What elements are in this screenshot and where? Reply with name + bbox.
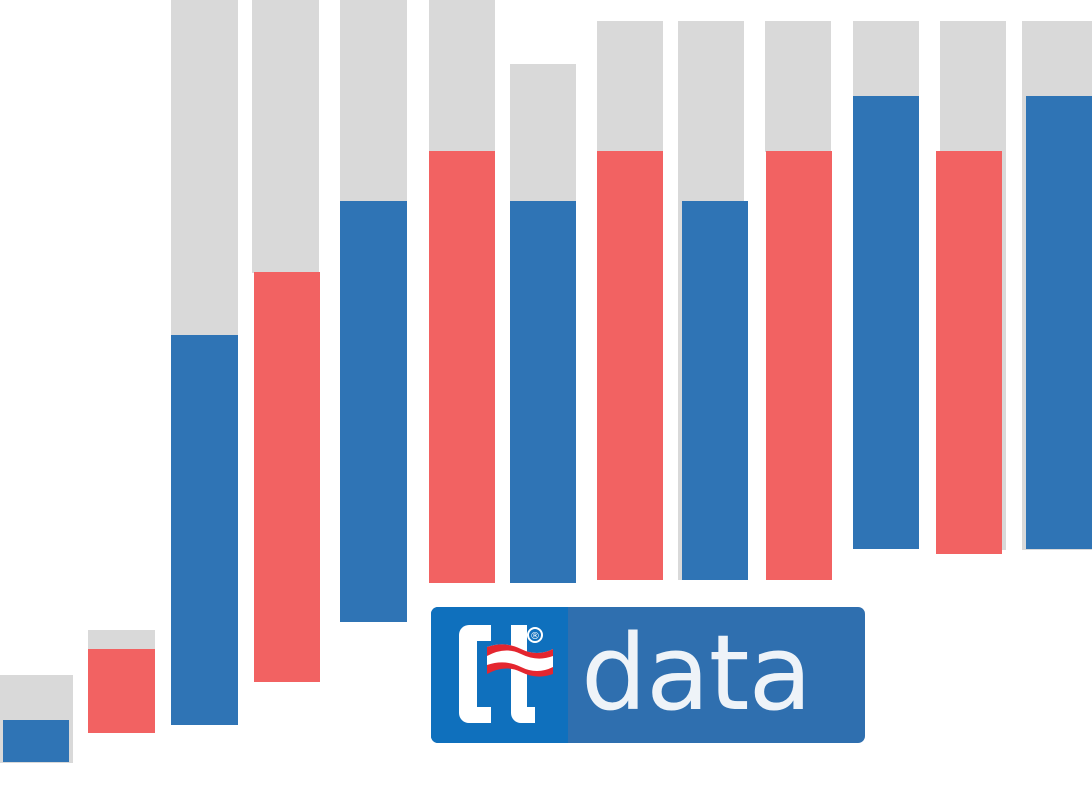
bar-background <box>510 64 576 202</box>
bar-blue <box>682 201 748 580</box>
bar-red <box>766 151 832 580</box>
bar-red <box>88 649 155 733</box>
bar-red <box>597 151 663 580</box>
bar-red <box>254 272 320 682</box>
bar-blue <box>510 201 576 583</box>
bar-background <box>765 21 831 152</box>
bar-blue <box>1026 96 1092 549</box>
bar-background <box>429 0 495 152</box>
bar-red <box>936 151 1002 554</box>
bar-red <box>429 151 495 583</box>
ct-flag-icon: ® <box>459 625 553 723</box>
bar-blue <box>3 720 69 762</box>
ct-flag-logo-mark: ® <box>431 607 568 743</box>
bar-background <box>252 0 319 273</box>
bar-background <box>340 0 407 202</box>
bar-blue <box>340 201 407 622</box>
bar-background <box>597 21 663 152</box>
bar-background <box>88 630 155 650</box>
registered-mark: ® <box>530 631 540 642</box>
bar-blue <box>853 96 919 549</box>
logo-wordmark: data <box>581 612 812 734</box>
ctdata-logo: ® data <box>431 607 865 743</box>
bar-background <box>853 21 919 97</box>
bar-blue <box>171 335 238 725</box>
bar-background <box>171 0 238 336</box>
